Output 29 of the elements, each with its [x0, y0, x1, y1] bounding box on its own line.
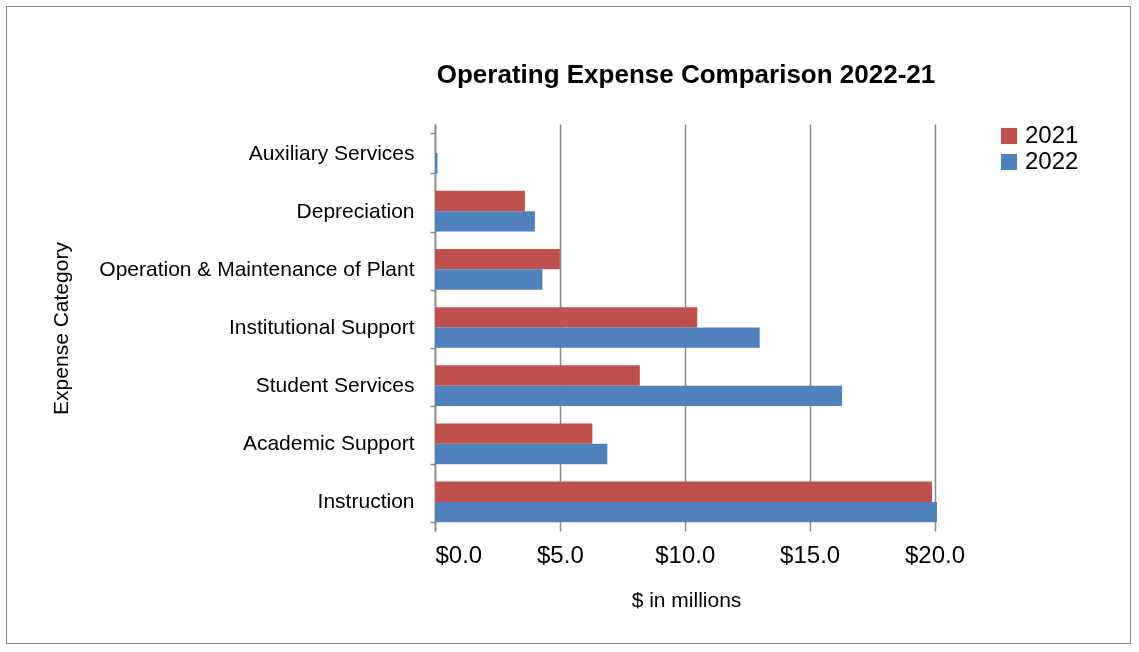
y-tick-label: Student Services: [255, 373, 415, 397]
bar: [435, 365, 640, 386]
bar: [435, 211, 535, 232]
x-axis-title: $ in millions: [631, 587, 742, 611]
legend-label: 2022: [1025, 147, 1079, 174]
x-tick-label: $20.0: [904, 540, 966, 568]
bar: [435, 385, 843, 406]
bar: [435, 190, 525, 212]
bar: [435, 307, 698, 328]
x-tick-label: $0.0: [435, 540, 483, 568]
bar: [435, 501, 937, 523]
bar: [435, 443, 608, 465]
bar: [435, 327, 760, 348]
y-tick-label: Depreciation: [296, 198, 415, 222]
bar: [435, 423, 593, 444]
bar: [435, 269, 543, 290]
y-tick-label: Operation & Maintenance of Plant: [99, 256, 415, 280]
x-tick-label: $10.0: [655, 540, 716, 568]
x-tick-label: $5.0: [537, 540, 584, 568]
y-axis-title: Expense Category: [48, 241, 72, 415]
y-tick-label: Academic Support: [242, 431, 415, 455]
y-tick-label: Auxiliary Services: [248, 140, 415, 164]
legend-label: 2021: [1025, 121, 1079, 148]
x-tick-label: $15.0: [780, 540, 841, 568]
bar: [435, 481, 932, 502]
y-tick-label: Instruction: [317, 489, 415, 513]
y-tick-label: Institutional Support: [228, 315, 415, 338]
chart-title: Operating Expense Comparison 2022-21: [436, 59, 936, 89]
bar: [435, 249, 560, 270]
